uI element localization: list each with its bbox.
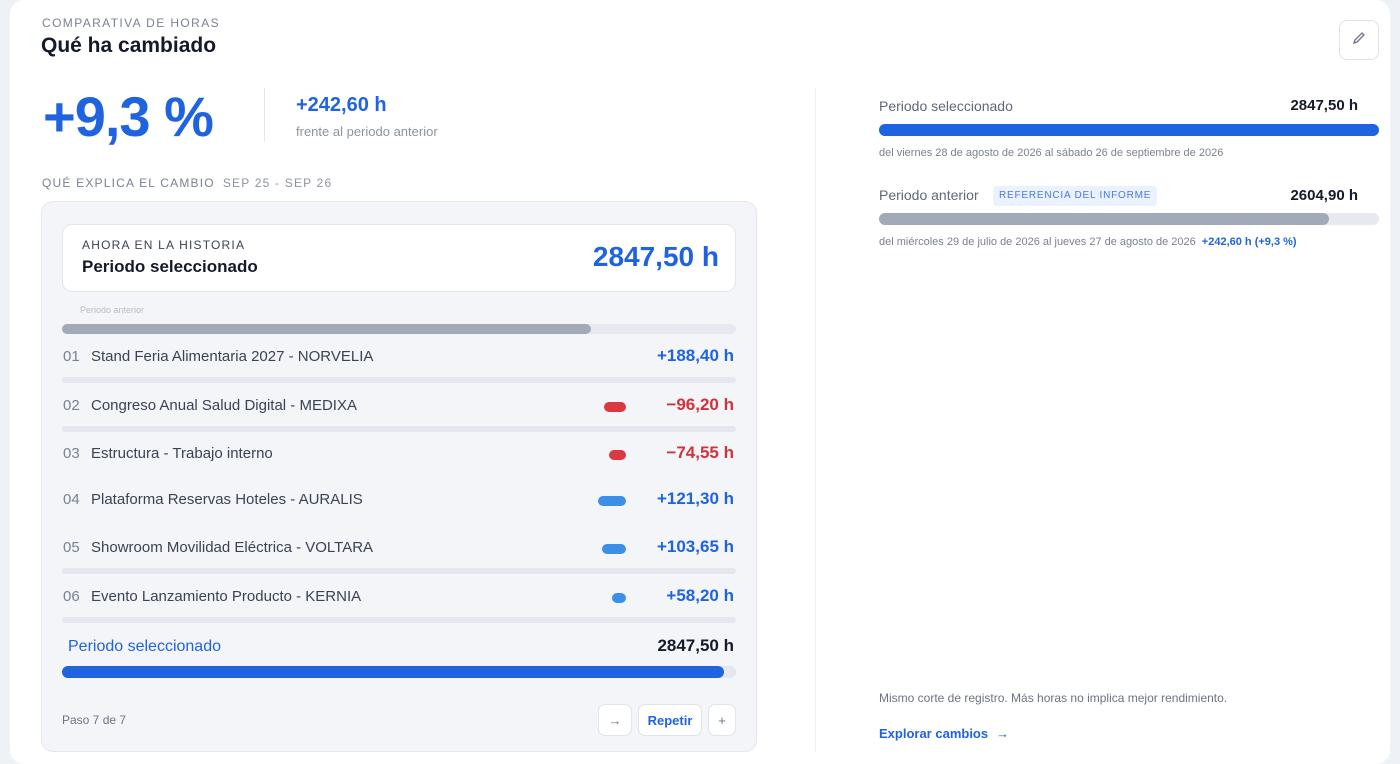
contributor-value: +188,40 h [656,346,734,365]
prev-step-button[interactable]: → [598,704,632,736]
contributor-value: −74,55 h [666,443,734,462]
previous-period-range-line: del miércoles 29 de julio de 2026 al jue… [879,236,1297,248]
previous-period-value: 2604,90 h [1290,187,1358,204]
next-step-button[interactable]: + [708,704,736,736]
previous-period-track [879,213,1379,225]
contributor-index: 05 [63,539,80,556]
edit-button[interactable] [1339,20,1379,60]
contributor-bar [604,402,626,412]
contributor-name: Evento Lanzamiento Producto - KERNIA [91,588,362,605]
base-caption: Periodo anterior [80,305,145,315]
arrow-right-icon: → [996,726,1010,741]
contributor-bar [602,544,626,554]
explain-panel: AHORA EN LA HISTORIA Periodo seleccionad… [41,201,757,752]
row-divider [62,617,736,623]
total-bar-track [62,666,736,678]
contributor-name: Estructura - Trabajo interno [91,445,273,462]
contributor-row: 01 Stand Feria Alimentaria 2027 - NORVELI… [62,343,736,389]
previous-period-delta: +242,60 h (+9,3 %) [1201,236,1297,248]
contributor-row: 02 Congreso Anual Salud Digital - MEDIXA −… [62,392,736,438]
previous-period-fill [879,213,1329,225]
contributor-row: 05 Showroom Movilidad Eléctrica - VOLTARA… [62,534,736,580]
pencil-icon [1351,30,1367,51]
contributor-name: Plataforma Reservas Hoteles - AURALIS [91,491,363,508]
history-title: Periodo seleccionado [82,257,258,276]
previous-period-label: Periodo anterior [879,187,979,203]
contributor-index: 04 [63,491,80,508]
history-value: 2847,50 h [592,241,719,272]
history-box: AHORA EN LA HISTORIA Periodo seleccionad… [62,224,736,292]
row-divider [62,377,736,383]
comparison-card: COMPARATIVA DE HORAS Qué ha cambiado +9,… [10,0,1390,764]
contributor-index: 02 [63,397,80,414]
contributor-row: 03 Estructura - Trabajo interno −74,55 h [62,440,736,486]
total-bar-fill [62,666,724,678]
contributor-index: 06 [63,588,80,605]
explain-label: QUÉ EXPLICA EL CAMBIO [42,176,215,190]
contributor-index: 03 [63,445,80,462]
contributor-name: Stand Feria Alimentaria 2027 - NORVELIA [91,348,374,365]
total-value: 2847,50 h [657,636,734,655]
reference-badge: REFERENCIA DEL INFORME [993,186,1158,206]
base-bar-fill [62,324,591,334]
explore-label: Explorar cambios [879,726,989,741]
contributor-value: +103,65 h [656,537,734,556]
contributor-value: −96,20 h [666,395,734,414]
base-bar-track [62,324,736,334]
row-divider [62,568,736,574]
arrow-right-icon: → [608,712,622,728]
summary-divider [264,88,265,142]
contributor-row: 06 Evento Lanzamiento Producto - KERNIA +5… [62,583,736,629]
footnote: Mismo corte de registro. Más horas no im… [879,691,1228,705]
explain-heading: QUÉ EXPLICA EL CAMBIO SEP 25 - SEP 26 [42,176,332,190]
selected-period-track [879,124,1379,136]
contributor-index: 01 [63,348,80,365]
step-indicator: Paso 7 de 7 [62,713,127,727]
total-label: Periodo seleccionado [68,638,221,655]
contributor-value: +121,30 h [656,489,734,508]
selected-period-range: del viernes 28 de agosto de 2026 al sába… [879,147,1224,159]
column-divider [815,88,816,752]
contributor-bar [612,593,626,603]
explain-range: SEP 25 - SEP 26 [222,176,333,190]
history-eyebrow: AHORA EN LA HISTORIA [82,238,246,252]
selected-period-label: Periodo seleccionado [879,98,1013,114]
hours-change: +242,60 h [296,94,387,116]
plus-icon: + [718,712,726,728]
hours-change-caption: frente al periodo anterior [296,124,438,139]
previous-period-range: del miércoles 29 de julio de 2026 al jue… [879,236,1196,248]
row-divider [62,426,736,432]
selected-period-fill [879,124,1379,136]
contributor-bar [598,496,626,506]
page-title: Qué ha cambiado [41,34,217,57]
contributor-bar [609,450,626,460]
contributor-row: 04 Plataforma Reservas Hoteles - AURALIS +… [62,486,736,532]
contributor-name: Showroom Movilidad Eléctrica - VOLTARA [91,539,374,556]
selected-period-value: 2847,50 h [1290,97,1358,114]
contributor-name: Congreso Anual Salud Digital - MEDIXA [91,397,357,414]
contributor-value: +58,20 h [666,586,734,605]
repeat-button[interactable]: Repetir [638,704,702,736]
section-eyebrow: COMPARATIVA DE HORAS [42,16,221,30]
percent-change: +9,3 % [43,85,214,148]
explore-changes-link[interactable]: Explorar cambios → [879,726,1009,741]
